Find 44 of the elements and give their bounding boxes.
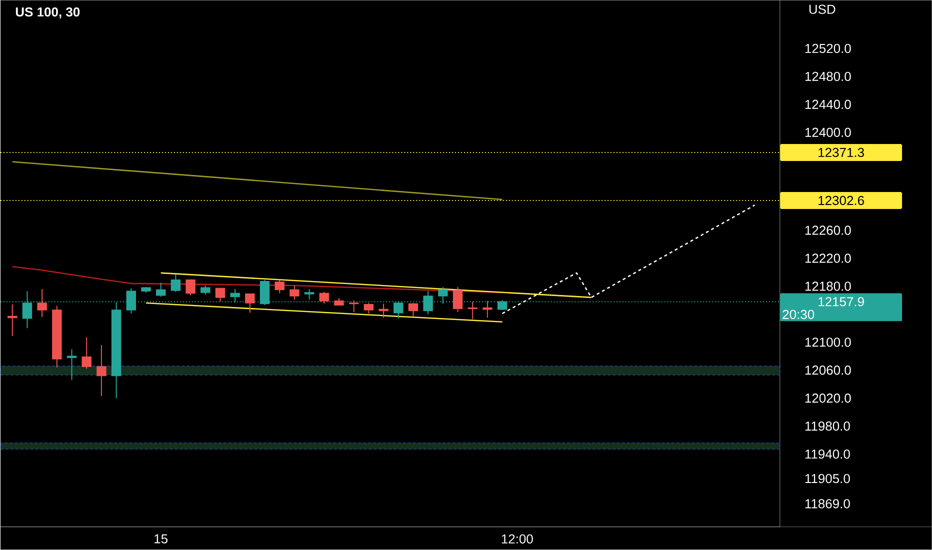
- candlestick: [170, 274, 181, 292]
- candlestick: [245, 294, 255, 314]
- y-tick-label: 11905.0: [805, 474, 850, 484]
- candlestick: [319, 291, 329, 304]
- candlestick: [186, 278, 196, 296]
- candlestick: [8, 304, 18, 336]
- candlestick: [200, 285, 210, 296]
- candlestick: [156, 282, 166, 298]
- y-tick-label: 12520.0: [805, 44, 851, 54]
- candlestick: [468, 301, 478, 320]
- candlestick: [290, 285, 300, 300]
- x-tick-label: 12:00: [502, 534, 533, 544]
- y-tick-label: 12260.0: [805, 226, 851, 235]
- candlestick: [378, 303, 388, 318]
- candlestick: [452, 286, 463, 313]
- candlestick: [66, 348, 77, 381]
- candlestick: [215, 288, 226, 302]
- y-tick-label: 12060.0: [805, 366, 851, 375]
- y-tick-label: 12180.0: [805, 282, 851, 291]
- y-tick-label: 12100.0: [805, 338, 851, 347]
- y-tick-label: 12400.0: [805, 128, 851, 138]
- y-axis-title: USD: [809, 4, 836, 14]
- x-tick-label: 15: [154, 534, 168, 544]
- candlestick: [37, 288, 47, 318]
- candlestick: [96, 344, 106, 397]
- chart-title: US 100, 30: [16, 7, 80, 19]
- text: 20:30: [782, 310, 814, 320]
- ref-line-label: 12371.3: [818, 148, 864, 158]
- candlestick: [82, 336, 92, 370]
- candlestick: [482, 300, 492, 318]
- y-tick-label: 12220.0: [805, 254, 851, 263]
- candlestick: [348, 300, 359, 313]
- candlestick: [408, 302, 418, 317]
- y-tick-label: 11980.0: [805, 422, 850, 431]
- ref-line-label: 12302.6: [818, 196, 864, 206]
- y-tick-label: 11869.0: [805, 499, 850, 508]
- ref-line-label: 12157.9: [818, 297, 864, 306]
- line-series: [502, 204, 756, 314]
- y-tick-label: 12480.0: [805, 72, 851, 82]
- y-tick-label: 11940.0: [805, 450, 850, 459]
- candlestick: [274, 280, 284, 294]
- y-tick-label: 12440.0: [805, 100, 851, 110]
- y-tick-label: 12020.0: [805, 394, 851, 403]
- candlestick: [364, 302, 374, 314]
